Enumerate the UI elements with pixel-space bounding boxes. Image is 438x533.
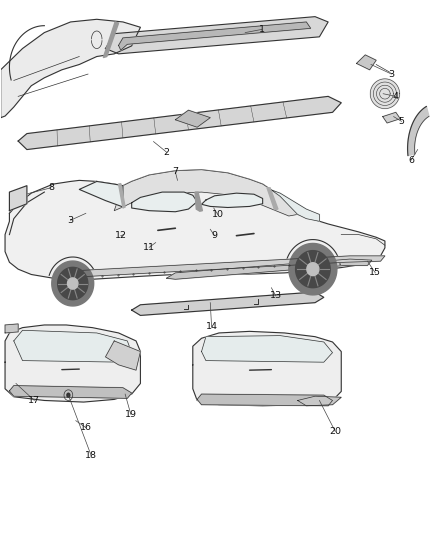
Polygon shape [79, 181, 123, 207]
Text: 15: 15 [369, 269, 381, 277]
Text: 3: 3 [67, 216, 74, 225]
Polygon shape [114, 169, 297, 216]
Polygon shape [5, 325, 141, 402]
Text: 10: 10 [212, 210, 224, 219]
Polygon shape [10, 185, 27, 211]
Polygon shape [52, 261, 94, 306]
Polygon shape [10, 385, 132, 398]
Polygon shape [106, 341, 141, 370]
Polygon shape [307, 263, 319, 276]
Polygon shape [1, 19, 141, 118]
Polygon shape [5, 169, 385, 280]
Polygon shape [357, 55, 376, 70]
Polygon shape [272, 190, 319, 221]
Polygon shape [267, 188, 278, 209]
Polygon shape [106, 17, 328, 54]
Text: 19: 19 [125, 410, 137, 419]
Polygon shape [195, 192, 202, 211]
Polygon shape [296, 251, 330, 288]
Circle shape [66, 392, 71, 398]
Text: 13: 13 [270, 291, 282, 300]
Polygon shape [197, 394, 332, 406]
Text: 8: 8 [48, 183, 54, 192]
Polygon shape [14, 330, 132, 362]
Text: 3: 3 [389, 70, 395, 78]
Text: 20: 20 [329, 427, 341, 436]
Text: 1: 1 [259, 25, 265, 34]
Polygon shape [18, 96, 341, 150]
Polygon shape [408, 107, 429, 156]
Text: 12: 12 [115, 231, 127, 240]
Polygon shape [67, 278, 78, 289]
Text: 17: 17 [28, 396, 40, 405]
Polygon shape [201, 336, 332, 362]
Polygon shape [71, 256, 385, 277]
Text: 16: 16 [80, 423, 92, 432]
Polygon shape [175, 110, 210, 127]
Polygon shape [132, 192, 197, 212]
Text: 6: 6 [408, 156, 414, 165]
Polygon shape [289, 244, 337, 295]
Polygon shape [370, 79, 399, 109]
Text: 18: 18 [85, 451, 97, 460]
Polygon shape [5, 324, 18, 333]
Text: 14: 14 [205, 322, 218, 331]
Polygon shape [297, 396, 341, 406]
Text: 11: 11 [143, 243, 155, 252]
Polygon shape [383, 112, 400, 123]
Polygon shape [132, 292, 324, 316]
Text: 2: 2 [164, 148, 170, 157]
Polygon shape [119, 22, 311, 50]
Polygon shape [119, 183, 125, 208]
Text: 9: 9 [212, 231, 218, 240]
Polygon shape [58, 268, 88, 300]
Text: 5: 5 [399, 117, 405, 126]
Polygon shape [166, 259, 372, 279]
Polygon shape [193, 332, 341, 406]
Text: 4: 4 [393, 92, 399, 101]
Text: 7: 7 [172, 167, 178, 176]
Polygon shape [201, 193, 263, 207]
Polygon shape [103, 22, 119, 58]
